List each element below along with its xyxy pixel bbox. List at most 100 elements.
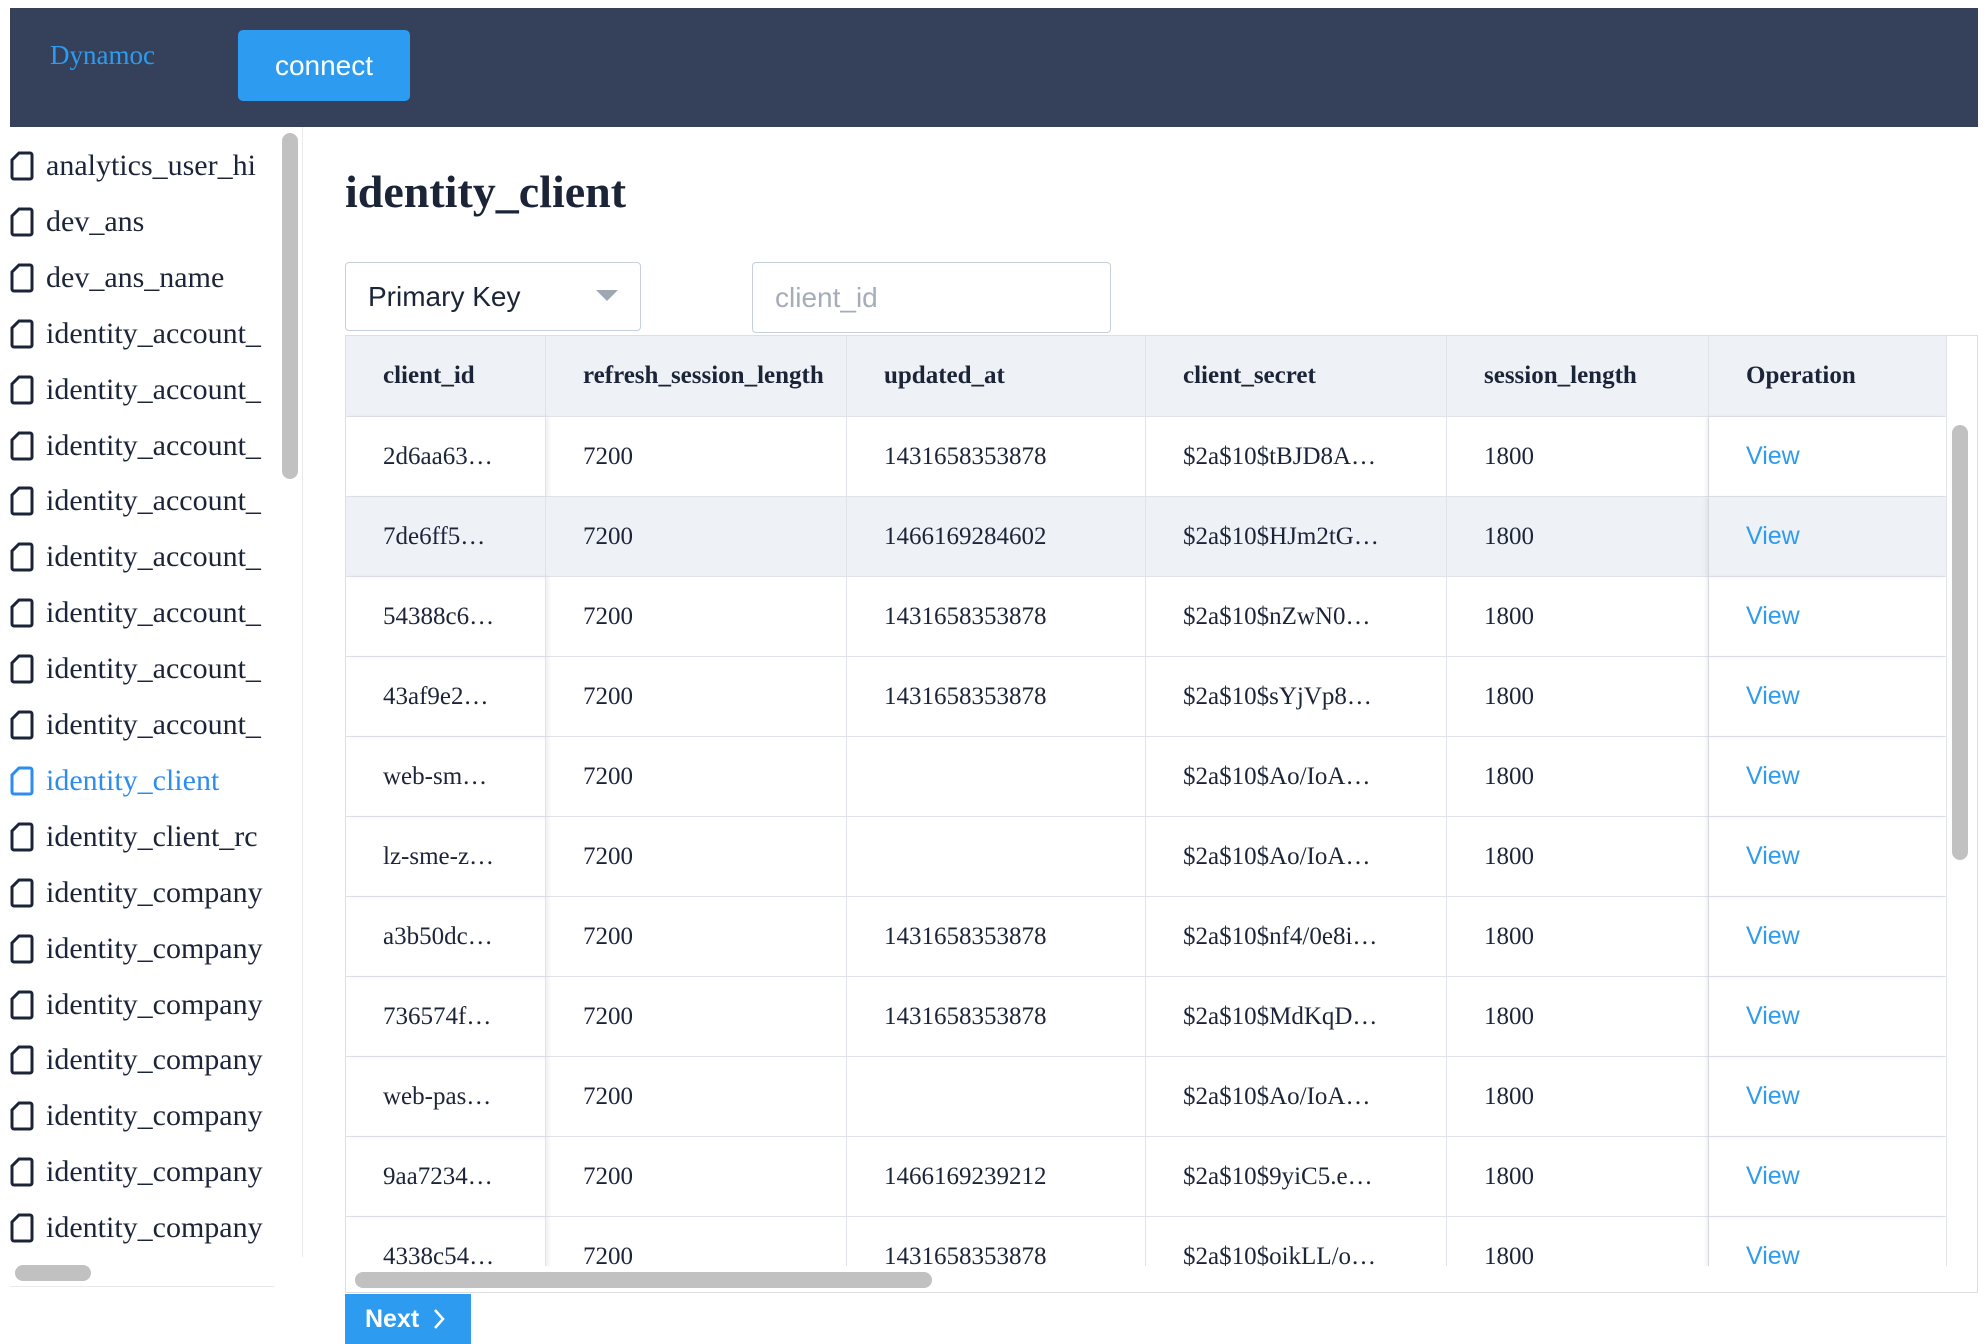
file-icon [10,1157,34,1187]
file-icon [10,207,34,237]
item-label: identity_company [46,987,263,1021]
item-label: dev_ans [46,204,145,238]
table-list-item[interactable]: identity_company [10,865,263,921]
table-cell: $2a$10$HJm2tG… [1146,497,1447,577]
table-cell: 1800 [1447,657,1709,737]
table-list-item[interactable]: identity_company [10,921,263,977]
scrollbar-thumb[interactable] [15,1265,91,1281]
item-label: identity_account_ [46,652,261,686]
table-list-item[interactable]: dev_ans_name [10,250,224,306]
table-list-item[interactable]: identity_company [10,1144,263,1200]
table-list-item[interactable]: identity_client [10,753,219,809]
item-label: identity_account_ [46,316,261,350]
view-link[interactable]: View [1709,817,1947,897]
column-header: session_length [1447,336,1709,417]
file-icon [10,263,34,293]
divider [10,1286,274,1287]
table-list-item[interactable]: identity_account_ [10,473,261,529]
table-cell: 7200 [546,897,847,977]
table-list-item[interactable]: identity_company [10,1200,263,1256]
table-list-item[interactable]: identity_account_ [10,585,261,641]
view-link[interactable]: View [1709,417,1947,497]
column-header: refresh_session_length [546,336,847,417]
file-icon [10,431,34,460]
table-cell [847,817,1146,897]
view-link[interactable]: View [1709,497,1947,577]
table-list-item[interactable]: dev_ans [10,194,144,250]
table-cell: 1466169284602 [847,497,1146,577]
file-icon [10,1101,34,1131]
column-header: client_id [346,336,546,417]
item-label: identity_account_ [46,708,261,741]
next-button[interactable]: Next [345,1294,471,1344]
table-list-item[interactable]: identity_account_ [10,418,261,474]
table-cell: 7200 [546,977,847,1057]
item-label: identity_company [46,1043,263,1077]
item-label: identity_account_ [46,596,261,630]
table-list-item[interactable]: analytics_user_hi [10,138,256,194]
table-cell: 1800 [1447,977,1709,1057]
table-list-item[interactable]: identity_company [10,1088,263,1144]
table-cell: 1800 [1447,497,1709,577]
item-label: identity_client_rc [46,819,258,853]
table-list-item[interactable]: identity_company [10,977,263,1033]
file-icon [10,990,34,1019]
table-cell: $2a$10$nf4/0e8i… [1146,897,1447,977]
view-link[interactable]: View [1709,897,1947,977]
table-cell: 1800 [1447,817,1709,897]
item-label: identity_company [46,1155,263,1189]
table-cell: 2d6aa63… [346,417,546,497]
table-cell: 7200 [546,737,847,817]
table-list-item[interactable]: identity_account_ [10,529,261,585]
view-link[interactable]: View [1709,1137,1947,1217]
table-title: identity_client [345,166,627,217]
table-cell: 1800 [1447,1217,1709,1292]
table-cell: 7200 [546,577,847,657]
table-cell: 1800 [1447,577,1709,657]
file-icon [10,822,34,852]
view-link[interactable]: View [1709,737,1947,817]
file-icon [10,151,34,181]
view-link[interactable]: View [1709,1057,1947,1137]
select-label: Primary Key [368,280,521,312]
item-label: identity_account_ [46,428,261,462]
scrollbar-thumb[interactable] [355,1272,932,1288]
file-icon [10,598,34,628]
item-label: identity_account_ [46,540,261,574]
scrollbar-thumb[interactable] [282,133,298,479]
file-icon [10,1045,34,1075]
table-list-item[interactable]: identity_account_ [10,697,261,753]
file-icon [10,766,34,796]
table-list-item[interactable]: identity_client_rc [10,809,258,865]
key-input[interactable]: client_id [752,262,1111,333]
table-cell: 7200 [546,1137,847,1217]
item-label: identity_client [46,763,220,797]
connect-button[interactable]: connect [238,30,410,101]
item-label: identity_company [46,875,263,909]
brand[interactable]: Dynamoc [50,40,155,70]
table-list-item[interactable]: identity_account_ [10,362,261,418]
table-cell: 1431658353878 [847,977,1146,1057]
table-list-item[interactable]: identity_company [10,1032,263,1088]
table-cell: $2a$10$Ao/IoA… [1146,737,1447,817]
key-select[interactable]: Primary Key [345,262,641,331]
file-icon [10,542,34,572]
table-cell: $2a$10$sYjVp8… [1146,657,1447,737]
table-list-item[interactable]: identity_account_ [10,306,261,362]
file-icon [10,710,34,740]
file-icon [10,319,34,349]
view-link[interactable]: View [1709,1217,1947,1292]
table-cell: 1431658353878 [847,417,1146,497]
table-cell: 7200 [546,1057,847,1137]
scrollbar-thumb[interactable] [1952,425,1968,860]
data-table: client_id refresh_session_length updated_a… [345,335,1978,1293]
view-link[interactable]: View [1709,657,1947,737]
table-cell: $2a$10$tBJD8A… [1146,417,1447,497]
view-link[interactable]: View [1709,977,1947,1057]
table-list-item[interactable]: identity_account_ [10,641,261,697]
table-cell: 1466169239212 [847,1137,1146,1217]
table-cell: $2a$10$Ao/IoA… [1146,817,1447,897]
view-link[interactable]: View [1709,577,1947,657]
column-header: updated_at [847,336,1146,417]
